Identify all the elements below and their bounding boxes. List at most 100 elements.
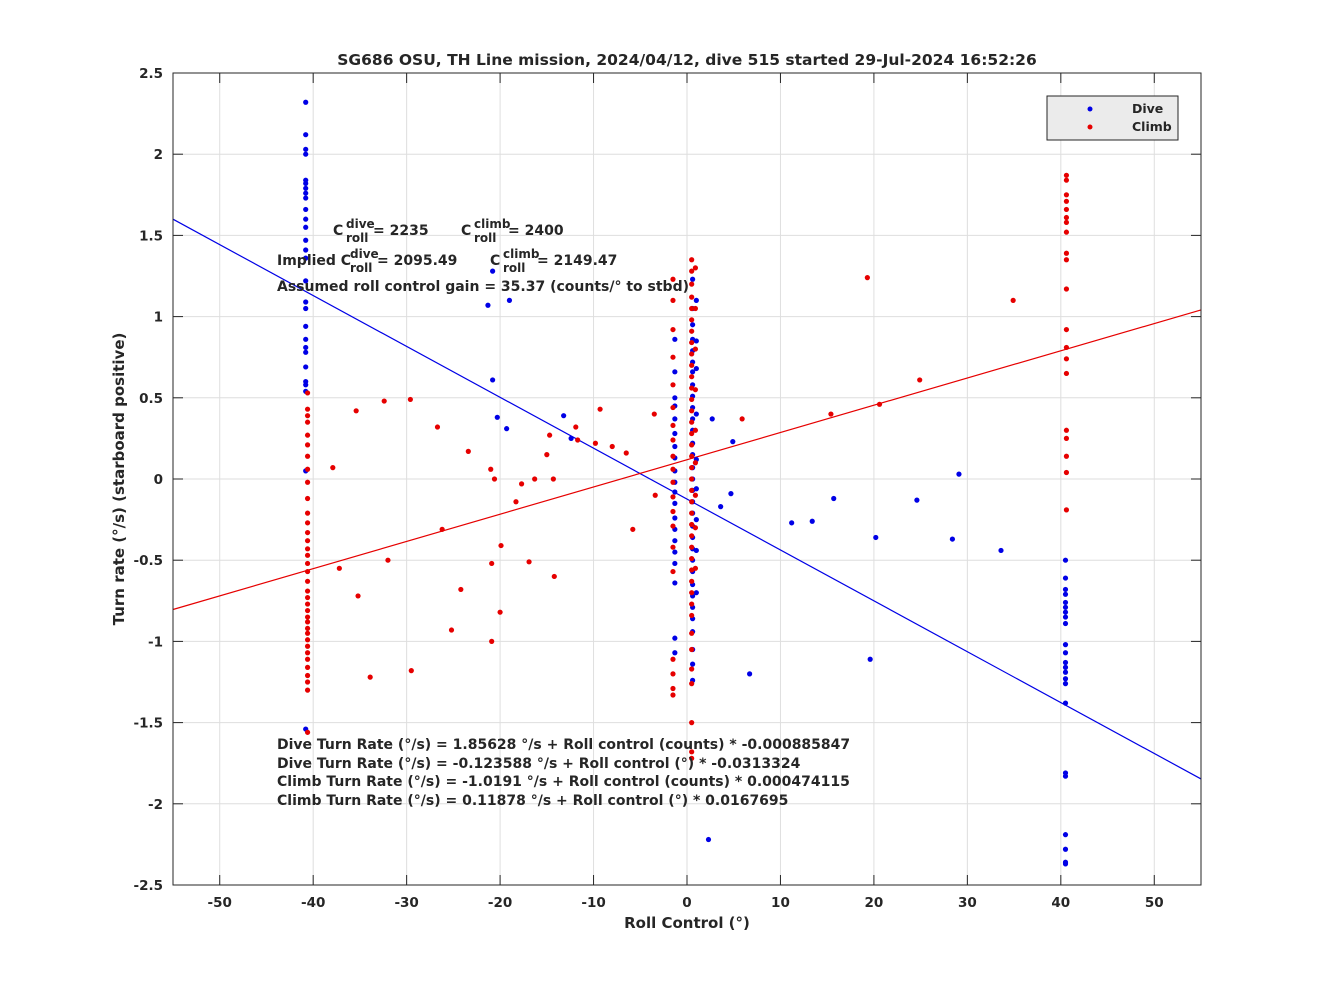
climb-point (304, 672, 311, 679)
climb-point (491, 476, 498, 482)
climb-point (381, 398, 387, 404)
climb-point (1063, 286, 1070, 292)
climb-point (304, 578, 311, 584)
climb-point (304, 529, 311, 536)
dive-point (303, 151, 309, 157)
climb-point (692, 460, 699, 466)
dive-point (1062, 614, 1069, 620)
climb-point (692, 265, 699, 271)
dive-point (1062, 669, 1069, 675)
implied-climb-value: = 2149.47 (537, 253, 617, 269)
climb-point (304, 546, 311, 552)
climb-point (692, 427, 699, 433)
climb-point (689, 720, 695, 726)
climb-point (689, 487, 695, 493)
climb-point (439, 526, 445, 532)
climb-point (304, 630, 311, 636)
climb-point (1063, 206, 1070, 213)
climb-point (689, 328, 695, 334)
climb-point (488, 466, 494, 472)
dive-point (1062, 664, 1069, 670)
climb-point (670, 297, 676, 303)
climb-point (689, 442, 695, 448)
dive-point (1062, 586, 1069, 593)
climb-point (689, 499, 695, 505)
climb-point (1063, 356, 1070, 362)
dive-point (672, 336, 678, 342)
c-dive-sub: roll (346, 231, 368, 245)
climb-point (689, 533, 695, 539)
y-tick-label: 1.5 (139, 228, 163, 244)
climb-point (304, 538, 311, 544)
roll-gain-text: Assumed roll control gain = 35.37 (count… (277, 279, 689, 295)
climb-point (304, 552, 311, 558)
climb-point (692, 305, 699, 312)
climb-point (304, 619, 311, 625)
climb-point (689, 374, 695, 380)
climb-point (1063, 427, 1070, 433)
chart-title: SG686 OSU, TH Line mission, 2024/04/12, … (337, 51, 1037, 69)
climb-point (689, 465, 695, 471)
c-dive-prefix: C (333, 223, 343, 239)
dive-point (672, 443, 678, 450)
implied-prefix: Implied C (277, 253, 351, 269)
climb-point (692, 387, 699, 393)
regression-equations: Dive Turn Rate (°/s) = 1.85628 °/s + Rol… (277, 737, 850, 809)
climb-point (1063, 214, 1070, 221)
climb-point (304, 588, 311, 594)
dive-point (303, 206, 309, 213)
dive-point (303, 349, 309, 355)
dive-point (730, 439, 736, 445)
x-tick-label: -30 (394, 895, 418, 911)
dive-point (693, 547, 699, 554)
climb-point (689, 755, 695, 761)
dive-point (1062, 659, 1069, 666)
climb-point (630, 526, 636, 532)
climb-point (651, 411, 657, 417)
climb-point (304, 687, 311, 693)
dive-point (1062, 557, 1069, 563)
dive-point (303, 344, 309, 351)
climb-point (304, 419, 311, 425)
climb-point (689, 590, 695, 596)
climb-point (670, 437, 676, 443)
dive-point (1062, 620, 1069, 627)
fit-lines (172, 218, 1202, 780)
dive-point (672, 538, 678, 544)
dive-point (672, 549, 678, 555)
climb-point (550, 476, 556, 482)
climb-point (670, 671, 676, 677)
climb-point (652, 492, 658, 498)
implied-climb-prefix: C (490, 253, 500, 269)
climb-fit-counts: Climb Turn Rate (°/s) = -1.0191 °/s + Ro… (277, 774, 850, 790)
y-tick-label: 2 (154, 147, 163, 163)
climb-point (689, 453, 695, 459)
y-tick-label: 0.5 (139, 391, 163, 407)
climb-point (1063, 469, 1070, 476)
climb-point (670, 466, 676, 472)
climb-point (489, 560, 495, 567)
legend-label-climb: Climb (1132, 119, 1172, 134)
climb-point (304, 664, 311, 670)
climb-point (689, 601, 695, 607)
dive-point (1062, 599, 1069, 606)
climb-point (547, 432, 553, 438)
climb-point (497, 609, 503, 615)
climb-point (1063, 257, 1070, 263)
climb-point (489, 638, 495, 645)
climb-point (304, 568, 311, 575)
dive-point (1062, 700, 1069, 706)
y-axis-label: Turn rate (°/s) (starboard positive) (110, 333, 128, 626)
climb-point (304, 560, 311, 567)
dive-point (303, 247, 309, 253)
c-climb-sup: climb (474, 217, 511, 231)
climb-point (1063, 507, 1070, 513)
implied-climb-sub: roll (503, 261, 525, 275)
dive-point (956, 471, 962, 477)
climb-point (689, 281, 695, 287)
climb-point (689, 578, 695, 584)
dive-point (303, 216, 309, 222)
y-tick-label: -2.5 (133, 878, 163, 894)
dive-point (303, 323, 309, 329)
y-tick-label: -1 (148, 634, 163, 650)
